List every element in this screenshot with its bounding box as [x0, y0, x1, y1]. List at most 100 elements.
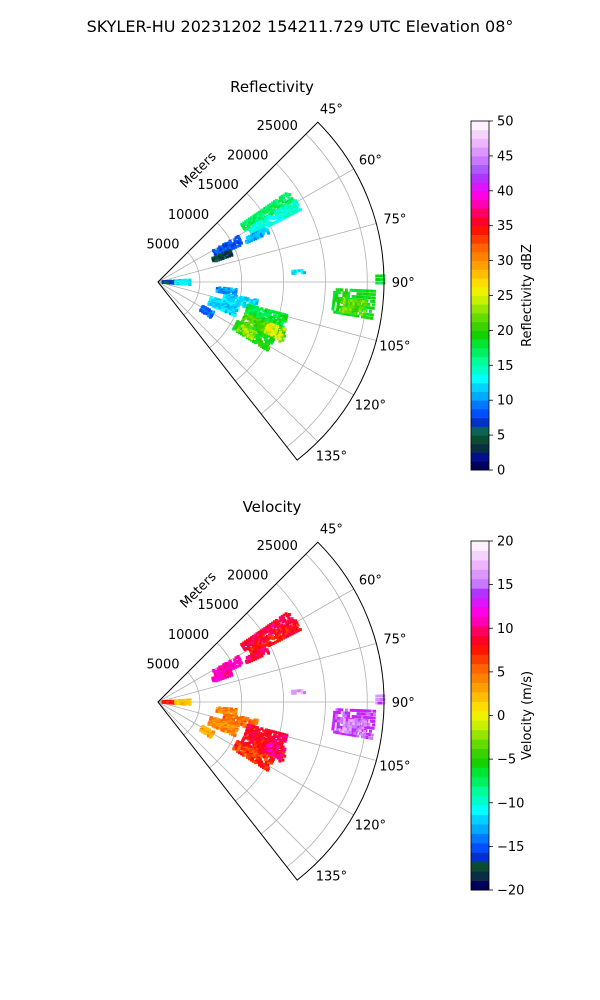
radar-echo-cell: [375, 698, 379, 702]
radar-echo-cell: [271, 745, 275, 749]
radar-echo-cell: [226, 305, 230, 309]
radar-echo-cell: [238, 302, 242, 306]
radar-echo-cell: [258, 746, 262, 750]
radar-echo-cell: [255, 758, 259, 762]
radar-echo-cell: [263, 649, 267, 653]
radar-echo-cell: [356, 295, 360, 299]
colorbar-swatch: [471, 644, 489, 655]
radar-echo-cell: [284, 737, 288, 741]
radar-echo-cell: [287, 631, 291, 635]
colorbar-swatch: [471, 852, 489, 863]
radar-echo-cell: [266, 637, 270, 641]
radar-echo-cell: [295, 269, 299, 273]
radar-echo-cell: [257, 742, 261, 746]
radar-echo-cell: [270, 761, 274, 765]
radar-echo-cell: [337, 288, 341, 292]
radar-echo-cell: [335, 708, 339, 712]
colorbar-swatch: [471, 663, 489, 674]
radar-echo-cell: [262, 743, 266, 747]
radar-echo-cell: [269, 737, 273, 741]
radar-echo-cell: [285, 624, 289, 628]
radar-echo-cell: [264, 748, 268, 752]
radar-echo-cell: [351, 305, 355, 309]
radar-echo-cell: [269, 632, 273, 636]
reflectivity-panel: Reflectivity500010000150002000025000Mete…: [146, 78, 414, 464]
radar-echo-cell: [363, 709, 367, 713]
radar-echo-cell: [207, 722, 211, 726]
radar-echo-cell: [354, 708, 358, 712]
radar-echo-cell: [254, 310, 258, 314]
radar-echo-cell: [367, 306, 371, 310]
radar-echo-cell: [335, 290, 339, 294]
radar-echo-cell: [266, 207, 270, 211]
radar-echo-cell: [255, 212, 259, 216]
radar-echo-cell: [267, 736, 271, 740]
radar-echo-cell: [183, 282, 187, 286]
radar-echo-cell: [272, 747, 276, 751]
radar-echo-cell: [265, 220, 269, 224]
radar-echo-cell: [291, 691, 295, 695]
azimuth-tick-label: 90°: [392, 696, 415, 711]
radar-echo-cell: [213, 719, 217, 723]
radar-echo-cell: [275, 623, 279, 627]
azimuth-gridline: [157, 281, 319, 443]
radar-echo-cell: [375, 278, 379, 282]
radar-echo-cell: [257, 754, 261, 758]
radar-echo-cell: [224, 730, 228, 734]
radar-echo-cell: [282, 631, 286, 635]
radar-echo-cell: [364, 720, 368, 724]
radar-echo-cell: [281, 200, 285, 204]
radar-echo-cell: [254, 761, 258, 765]
radar-echo-cell: [269, 748, 273, 752]
radar-echo-cell: [349, 305, 353, 309]
colorbar-tick-label: 35: [497, 219, 514, 234]
radar-echo-cell: [273, 744, 277, 748]
colorbar-swatch: [471, 330, 489, 340]
radar-echo-cell: [277, 754, 281, 758]
radar-echo-cell: [265, 228, 269, 232]
radar-echo-cell: [278, 619, 282, 623]
radar-echo-cell: [229, 660, 233, 664]
radar-echo-cell: [264, 317, 268, 321]
radar-echo-cell: [254, 653, 258, 657]
radar-echo-cell: [278, 213, 282, 217]
range-tick-label: 20000: [227, 569, 268, 584]
radar-echo-cell: [256, 325, 260, 329]
radar-echo-cell: [265, 345, 269, 349]
radar-echo-cell: [229, 289, 233, 293]
radar-echo-cell: [247, 645, 251, 649]
radar-echo-cell: [222, 309, 226, 313]
radar-echo-cell: [267, 327, 271, 331]
radar-echo-cell: [259, 340, 263, 344]
radar-echo-cell: [292, 631, 296, 635]
radar-echo-cell: [280, 333, 284, 337]
colorbar-swatch: [471, 720, 489, 731]
radar-echo-cell: [279, 630, 283, 634]
radar-echo-cell: [232, 288, 236, 292]
radar-echo-cell: [281, 620, 285, 624]
radar-echo-cell: [352, 288, 356, 292]
radar-echo-cell: [217, 710, 221, 714]
radar-echo-cell: [228, 312, 232, 316]
radar-echo-cell: [268, 746, 272, 750]
colorbar-label: Velocity (m/s): [520, 671, 535, 760]
radar-echo-cell: [370, 313, 374, 317]
radar-echo-cell: [361, 723, 365, 727]
radar-echo-cell: [356, 722, 360, 726]
radar-echo-cell: [239, 297, 243, 301]
colorbar-swatch: [471, 654, 489, 665]
radar-echo-cell: [349, 733, 353, 737]
radar-echo-cell: [218, 675, 222, 679]
radar-echo-cell: [284, 317, 288, 321]
radar-echo-cell: [331, 727, 335, 731]
radar-echo-cell: [245, 227, 249, 231]
colorbar-swatch: [471, 199, 489, 209]
radar-echo-cell: [285, 733, 289, 737]
radar-echo-cell: [243, 228, 247, 232]
radar-echo-cell: [274, 328, 278, 332]
radar-echo-cell: [262, 346, 266, 350]
radar-echo-cell: [246, 718, 250, 722]
radar-echo-cell: [258, 212, 262, 216]
radar-echo-cell: [254, 639, 258, 643]
radar-echo-cell: [267, 634, 271, 638]
